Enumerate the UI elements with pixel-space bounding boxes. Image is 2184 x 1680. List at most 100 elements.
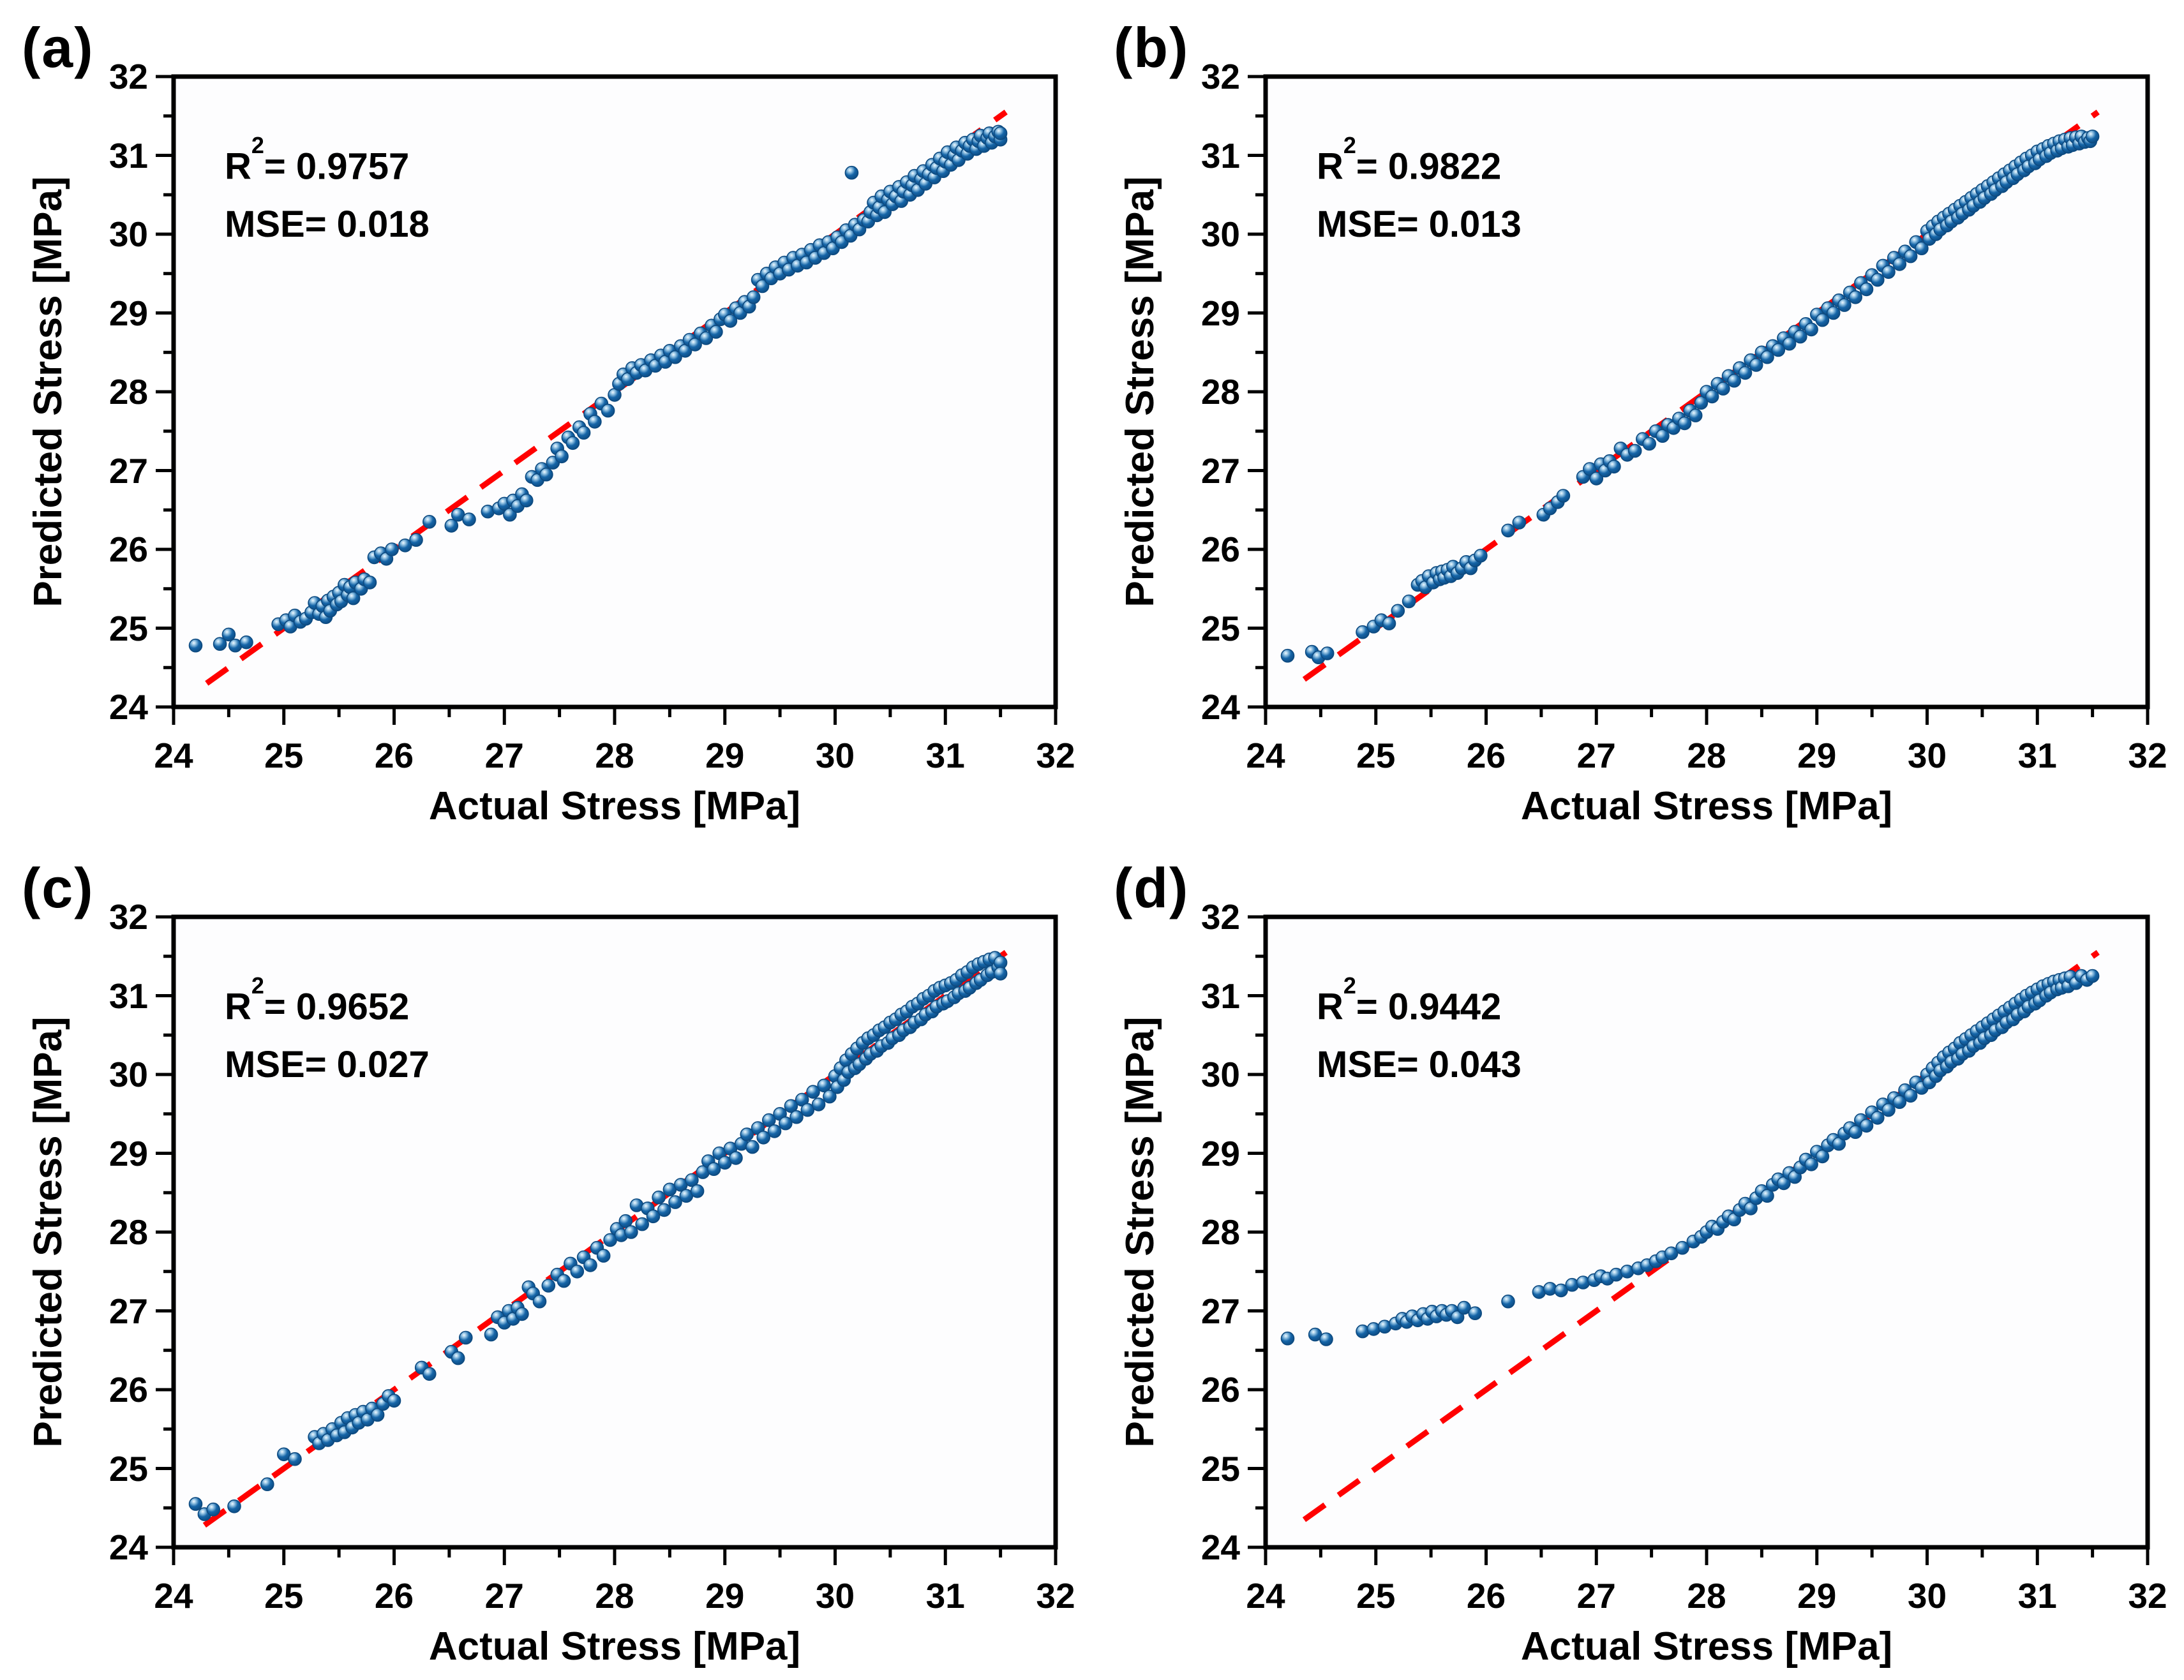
y-tick-label: 24	[1200, 1528, 1240, 1567]
y-tick-label: 26	[108, 530, 148, 569]
stats-annotation: R2= 0.9757 MSE= 0.018	[225, 125, 430, 258]
x-tick-label: 28	[595, 1576, 634, 1616]
x-tick-label: 30	[1907, 736, 1947, 775]
y-tick-label: 27	[1200, 450, 1240, 491]
mse-line: MSE= 0.018	[225, 191, 430, 258]
panel-letter: (a)	[22, 16, 94, 79]
mse-symbol: MSE	[225, 1044, 305, 1085]
y-tick-label: 26	[1200, 1370, 1240, 1409]
x-tick-label: 24	[154, 1576, 193, 1616]
r2-line: R2= 0.9652	[225, 965, 430, 1032]
x-tick-label: 27	[1576, 1576, 1616, 1616]
mse-value: = 0.043	[1396, 1044, 1522, 1085]
y-tick-label: 30	[108, 214, 148, 254]
r2-symbol: R	[225, 986, 251, 1028]
r2-line: R2= 0.9442	[1317, 965, 1522, 1032]
x-tick-label: 31	[2017, 1576, 2057, 1616]
r2-exponent: 2	[1343, 972, 1356, 999]
x-tick-label: 25	[264, 736, 304, 775]
r2-line: R2= 0.9822	[1317, 125, 1522, 191]
y-tick-label: 31	[1200, 135, 1240, 175]
y-tick-label: 24	[1200, 687, 1240, 727]
r2-symbol: R	[225, 145, 251, 188]
scatter-plot	[156, 74, 1058, 725]
y-tick-label: 30	[1200, 1055, 1240, 1094]
mse-line: MSE= 0.013	[1317, 191, 1522, 258]
r2-exponent: 2	[251, 132, 264, 159]
scatter-plot	[1248, 74, 2150, 725]
x-tick-label: 27	[484, 1576, 524, 1616]
y-tick-label: 25	[1200, 1448, 1240, 1489]
y-tick-label: 27	[108, 450, 148, 491]
y-tick-label: 24	[108, 687, 148, 727]
panel-c: (c) Predicted Stress [MPa] R2= 0.9652 MS…	[0, 840, 1092, 1680]
x-tick-label: 28	[595, 736, 634, 775]
mse-symbol: MSE	[225, 204, 305, 245]
y-tick-label: 29	[108, 293, 148, 333]
x-tick-label: 32	[1036, 1576, 1075, 1616]
x-tick-label: 26	[1466, 1576, 1506, 1616]
panel-b: (b) Predicted Stress [MPa] R2= 0.9822 MS…	[1092, 0, 2184, 840]
x-tick-label: 27	[484, 736, 524, 775]
r2-value: = 0.9757	[264, 145, 410, 188]
x-tick-label: 32	[2128, 1576, 2167, 1616]
y-tick-label: 24	[108, 1528, 148, 1567]
x-tick-label: 29	[705, 1576, 745, 1616]
x-tick-label: 32	[2128, 736, 2167, 775]
r2-exponent: 2	[251, 972, 264, 999]
x-axis-title: Actual Stress [MPa]	[1520, 1624, 1893, 1669]
y-tick-label: 28	[108, 1212, 148, 1252]
y-tick-label: 30	[1200, 214, 1240, 254]
x-tick-label: 29	[1797, 736, 1837, 775]
y-tick-label: 31	[108, 135, 148, 175]
y-tick-label: 32	[1200, 57, 1240, 96]
y-tick-label: 25	[108, 608, 148, 648]
y-tick-label: 30	[108, 1055, 148, 1094]
y-tick-label: 26	[1200, 530, 1240, 569]
x-axis-title: Actual Stress [MPa]	[428, 1624, 801, 1669]
x-tick-label: 28	[1687, 1576, 1726, 1616]
y-tick-label: 27	[1200, 1291, 1240, 1331]
panel-d: (d) Predicted Stress [MPa] R2= 0.9442 MS…	[1092, 840, 2184, 1680]
panel-letter: (b)	[1114, 16, 1190, 79]
x-tick-label: 30	[1907, 1576, 1947, 1616]
x-tick-label: 29	[1797, 1576, 1837, 1616]
y-tick-label: 27	[108, 1291, 148, 1331]
r2-value: = 0.9822	[1356, 145, 1502, 188]
x-tick-label: 32	[1036, 736, 1075, 775]
r2-line: R2= 0.9757	[225, 125, 430, 191]
y-tick-label: 28	[1200, 372, 1240, 412]
x-tick-label: 31	[2017, 736, 2057, 775]
x-tick-label: 24	[1246, 1576, 1285, 1616]
panel-a: (a) Predicted Stress [MPa] R2= 0.9757 MS…	[0, 0, 1092, 840]
x-tick-label: 26	[374, 1576, 414, 1616]
mse-symbol: MSE	[1317, 1044, 1397, 1085]
y-tick-label: 32	[1200, 897, 1240, 937]
r2-symbol: R	[1317, 145, 1343, 188]
x-tick-label: 25	[1356, 736, 1396, 775]
x-axis-title: Actual Stress [MPa]	[1520, 784, 1893, 828]
r2-value: = 0.9652	[264, 986, 410, 1028]
x-tick-label: 26	[1466, 736, 1506, 775]
y-tick-label: 32	[108, 897, 148, 937]
y-tick-label: 29	[108, 1133, 148, 1173]
r2-value: = 0.9442	[1356, 986, 1502, 1028]
mse-line: MSE= 0.043	[1317, 1032, 1522, 1098]
y-tick-label: 29	[1200, 293, 1240, 333]
y-tick-label: 25	[1200, 608, 1240, 648]
mse-symbol: MSE	[1317, 204, 1397, 245]
y-tick-label: 32	[108, 57, 148, 96]
x-tick-label: 29	[705, 736, 745, 775]
panel-letter: (d)	[1114, 856, 1190, 919]
x-tick-label: 24	[1246, 736, 1285, 775]
x-tick-label: 24	[154, 736, 193, 775]
mse-line: MSE= 0.027	[225, 1032, 430, 1098]
mse-value: = 0.013	[1396, 204, 1522, 245]
x-tick-label: 30	[815, 736, 855, 775]
mse-value: = 0.027	[304, 1044, 430, 1085]
x-tick-label: 25	[264, 1576, 304, 1616]
y-tick-label: 28	[1200, 1212, 1240, 1252]
r2-symbol: R	[1317, 986, 1343, 1028]
y-tick-label: 28	[108, 372, 148, 412]
